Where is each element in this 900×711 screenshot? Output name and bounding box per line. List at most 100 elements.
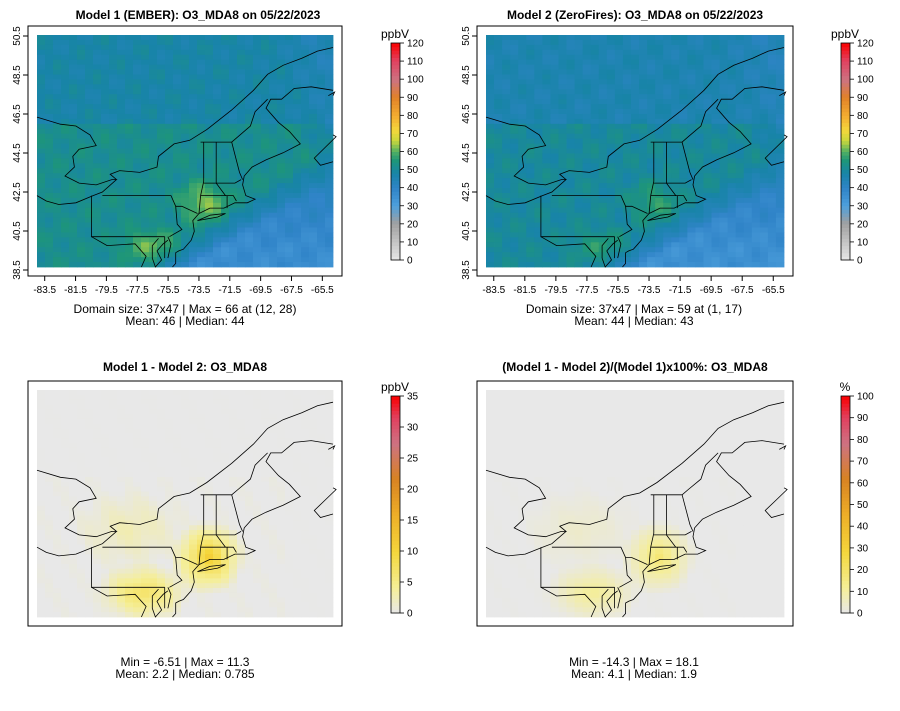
heatmap-cell (293, 262, 301, 267)
heatmap-cell (317, 429, 325, 434)
heatmap-cell (245, 228, 253, 233)
heatmap-cell (687, 247, 695, 252)
heatmap-cell (615, 124, 623, 129)
heatmap-cell (623, 40, 631, 45)
heatmap-cell (494, 114, 502, 119)
heatmap-cell (157, 188, 165, 193)
legend-swatch (391, 213, 400, 217)
legend-tick-label: 0 (407, 256, 413, 267)
heatmap-cell (117, 153, 125, 158)
heatmap-cell (502, 232, 510, 237)
heatmap-cell (744, 104, 752, 109)
heatmap-cell (173, 188, 181, 193)
heatmap-cell (133, 467, 141, 472)
heatmap-cell (599, 183, 607, 188)
heatmap-cell (502, 45, 510, 50)
heatmap-cell (245, 149, 253, 154)
heatmap-cell (639, 257, 647, 262)
heatmap-cell (679, 74, 687, 79)
heatmap-cell (165, 506, 173, 511)
heatmap-cell (550, 35, 558, 40)
heatmap-cell (518, 55, 526, 60)
heatmap-cell (542, 65, 550, 70)
heatmap-cell (37, 516, 45, 521)
heatmap-cell (558, 40, 566, 45)
legend-swatch (841, 108, 850, 112)
heatmap-cell (133, 429, 141, 434)
heatmap-cell (61, 94, 69, 99)
heatmap-cell (53, 65, 61, 70)
heatmap-cell (221, 124, 229, 129)
heatmap-cell (213, 203, 221, 208)
heatmap-cell (181, 525, 189, 530)
heatmap-cell (309, 262, 317, 267)
heatmap-cell (101, 252, 109, 257)
heatmap-cell (77, 35, 85, 40)
heatmap-cell (277, 511, 285, 516)
heatmap-cell (663, 50, 671, 55)
heatmap-cell (77, 158, 85, 163)
heatmap-cell (277, 149, 285, 154)
heatmap-cell (261, 149, 269, 154)
heatmap-cell (550, 50, 558, 55)
heatmap-cell (133, 419, 141, 424)
heatmap-cell (671, 99, 679, 104)
heatmap-cell (245, 424, 253, 429)
heatmap-cell (109, 462, 117, 467)
heatmap-cell (45, 109, 53, 114)
heatmap-cell (567, 60, 575, 65)
heatmap-cell (253, 525, 261, 530)
heatmap-cell (317, 458, 325, 463)
heatmap-cell (615, 84, 623, 89)
heatmap-cell (526, 232, 534, 237)
heatmap-cell (133, 530, 141, 535)
heatmap-cell (85, 139, 93, 144)
heatmap-cell (205, 535, 213, 540)
heatmap-cell (205, 242, 213, 247)
heatmap-cell (101, 144, 109, 149)
heatmap-cell (229, 129, 237, 134)
heatmap-cell (181, 443, 189, 448)
heatmap-cell (149, 400, 157, 405)
heatmap-cell (109, 198, 117, 203)
heatmap-cell (534, 208, 542, 213)
heatmap-cell (575, 163, 583, 168)
heatmap-cell (317, 178, 325, 183)
heatmap-cell (325, 257, 333, 262)
heatmap-cell (575, 153, 583, 158)
heatmap-cell (550, 109, 558, 114)
heatmap-cell (317, 218, 325, 223)
heatmap-cell (45, 208, 53, 213)
heatmap-cell (317, 525, 325, 530)
heatmap-cell (510, 247, 518, 252)
heatmap-cell (591, 198, 599, 203)
legend-swatch (391, 177, 400, 181)
heatmap-cell (173, 109, 181, 114)
heatmap-cell (85, 218, 93, 223)
heatmap-cell (261, 178, 269, 183)
heatmap-cell (53, 134, 61, 139)
heatmap-cell (165, 50, 173, 55)
heatmap-cell (133, 109, 141, 114)
heatmap-cell (623, 252, 631, 257)
heatmap-cell (125, 129, 133, 134)
heatmap-cell (309, 208, 317, 213)
heatmap-cell (205, 467, 213, 472)
heatmap-cell (237, 203, 245, 208)
heatmap-cell (173, 453, 181, 458)
heatmap-cell (101, 443, 109, 448)
heatmap-cell (117, 178, 125, 183)
legend-tick-label: 10 (407, 237, 419, 248)
heatmap-cell (615, 60, 623, 65)
heatmap-cell (639, 89, 647, 94)
heatmap-cell (157, 168, 165, 173)
heatmap-cell (125, 198, 133, 203)
heatmap-cell (109, 429, 117, 434)
heatmap-cell (101, 84, 109, 89)
heatmap-cell (221, 228, 229, 233)
heatmap-cell (567, 149, 575, 154)
heatmap-cell (213, 525, 221, 530)
heatmap-cell (205, 79, 213, 84)
heatmap-cell (591, 218, 599, 223)
heatmap-cell (181, 257, 189, 262)
